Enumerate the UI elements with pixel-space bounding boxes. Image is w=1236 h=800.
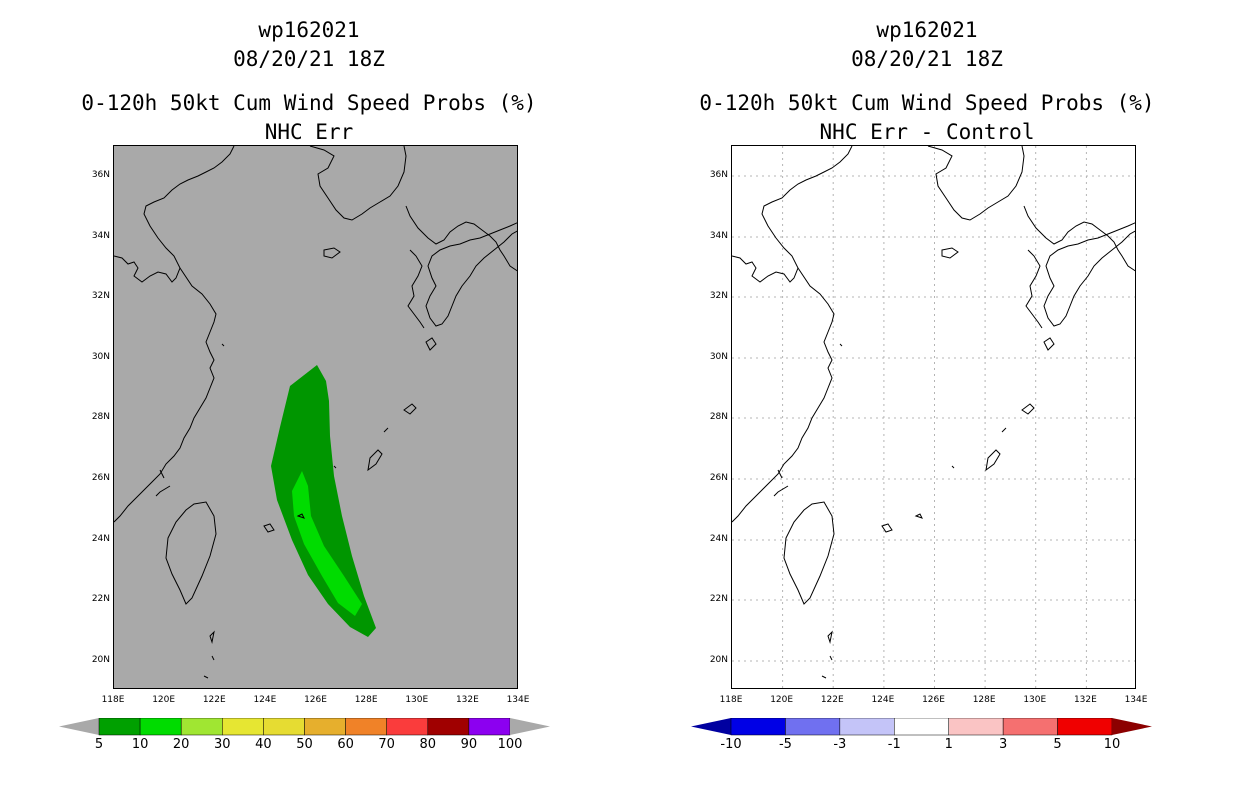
longitude-label: 126E [304, 695, 327, 705]
colorbar-segment [1002, 718, 1058, 736]
longitude-label: 118E [719, 695, 743, 705]
colorbar [691, 718, 1152, 736]
panel-subtitle: NHC Err [264, 120, 354, 144]
grid-lines [732, 146, 1135, 688]
latitude-label: 20N [91, 654, 110, 665]
longitude-label: 128E [354, 695, 378, 705]
latitude-label: 34N [91, 230, 110, 241]
coastlines [114, 146, 517, 679]
colorbar-label: 3 [999, 737, 1008, 752]
colorbar-segment [98, 718, 141, 736]
colorbar-label: 80 [419, 737, 437, 752]
longitude-label: 134E [1124, 695, 1148, 705]
product-title: 0-120h 50kt Cum Wind Speed Probs (%) [81, 91, 537, 115]
coastlines [732, 146, 1135, 679]
latitude-label: 22N [709, 594, 728, 605]
longitude-label: 122E [202, 695, 226, 705]
colorbar-label: 10 [1103, 737, 1121, 752]
colorbar-segment [1057, 718, 1113, 736]
colorbar-right-end [510, 718, 550, 735]
latitude-label: 30N [91, 351, 110, 362]
colorbar-label: 70 [378, 737, 395, 752]
colorbar-segment [345, 718, 387, 736]
latitude-label: 28N [709, 412, 728, 423]
map-canvas [114, 146, 517, 679]
longitude-label: 126E [922, 695, 945, 705]
colorbar-label: -1 [887, 737, 901, 752]
colorbar-label: 30 [214, 737, 231, 752]
map-canvas [732, 146, 1135, 688]
difference-map [731, 145, 1136, 689]
colorbar-label: -3 [833, 737, 847, 752]
latitude-label: 20N [709, 654, 728, 665]
latitude-label: 32N [91, 291, 110, 302]
colorbar-segment [263, 718, 305, 736]
colorbar-label: 60 [337, 737, 354, 752]
latitude-label: 36N [91, 170, 110, 180]
colorbar-right-end [1112, 718, 1152, 735]
longitude-label: 130E [1023, 695, 1047, 705]
colorbar-label: 100 [497, 737, 523, 752]
longitude-label: 120E [770, 695, 794, 705]
longitude-label: 132E [1073, 695, 1097, 705]
colorbar-segment [468, 718, 511, 736]
colorbar-label: 20 [172, 737, 190, 752]
longitude-label: 128E [972, 695, 996, 705]
colorbar-label: 90 [460, 737, 478, 752]
latitude-label: 24N [709, 533, 728, 544]
colorbar-label: 5 [94, 737, 104, 752]
colorbar-segment [894, 718, 949, 736]
latitude-label: 22N [91, 594, 110, 605]
probability-map [113, 145, 518, 689]
colorbar-segment [304, 718, 346, 736]
longitude-label: 120E [152, 695, 176, 705]
latitude-label: 26N [709, 473, 728, 483]
date-time-title: 08/20/21 18Z [851, 47, 1003, 71]
latitude-label: 24N [91, 533, 110, 544]
latitude-label: 36N [709, 170, 728, 180]
colorbar-label: 40 [255, 737, 272, 752]
longitude-label: 124E [253, 695, 277, 705]
colorbar-segment [180, 718, 223, 736]
left-panel: wp162021 08/20/21 18Z 0-120h 50kt Cum Wi… [59, 18, 550, 752]
latitude-label: 26N [91, 473, 110, 483]
colorbar-left-end [59, 718, 99, 735]
swath-10-20-percent [292, 471, 362, 616]
colorbar-label: 50 [296, 737, 313, 752]
storm-id-title: wp162021 [876, 18, 978, 42]
colorbar-label: -10 [720, 737, 742, 752]
colorbar-segment [139, 718, 182, 736]
latitude-label: 28N [91, 412, 110, 423]
longitude-label: 118E [101, 695, 125, 705]
colorbar-label: -5 [778, 737, 792, 752]
longitude-label: 122E [820, 695, 844, 705]
colorbar-segment [386, 718, 429, 736]
longitude-label: 132E [455, 695, 479, 705]
panel-subtitle: NHC Err - Control [819, 120, 1035, 144]
colorbar-segment [839, 718, 895, 736]
colorbar-segment [427, 718, 470, 736]
colorbar-segment [948, 718, 1004, 736]
colorbar [59, 718, 550, 736]
latitude-label: 30N [709, 351, 728, 362]
right-panel: wp162021 08/20/21 18Z 0-120h 50kt Cum Wi… [618, 0, 1236, 800]
storm-id-title: wp162021 [258, 18, 360, 42]
date-time-title: 08/20/21 18Z [233, 47, 385, 71]
longitude-label: 134E [506, 695, 530, 705]
latitude-label: 32N [709, 291, 728, 302]
colorbar-label: 1 [944, 737, 953, 752]
colorbar-label: 10 [131, 737, 149, 752]
product-title: 0-120h 50kt Cum Wind Speed Probs (%) [699, 91, 1155, 115]
longitude-label: 124E [871, 695, 895, 705]
latitude-label: 34N [709, 230, 728, 241]
colorbar-segment [222, 718, 264, 736]
colorbar-left-end [691, 718, 731, 735]
colorbar-segment [785, 718, 841, 736]
colorbar-segment [730, 718, 786, 736]
longitude-label: 130E [405, 695, 429, 705]
colorbar-label: 5 [1053, 737, 1062, 752]
swath-5-10-percent [271, 365, 376, 637]
